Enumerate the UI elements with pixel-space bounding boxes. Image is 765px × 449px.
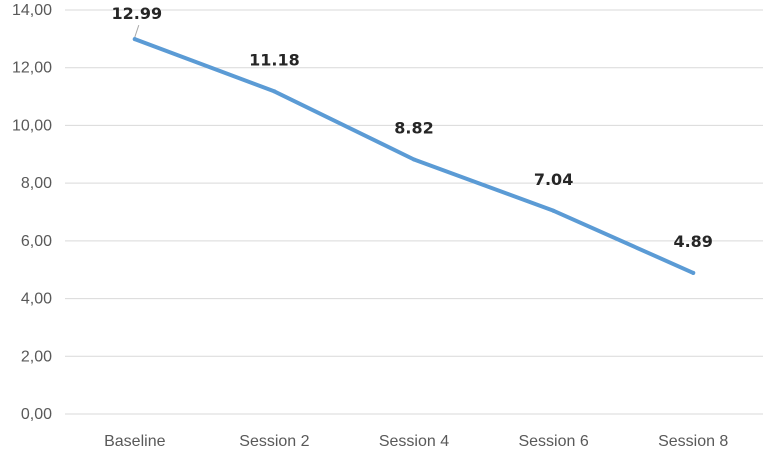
y-axis-tick-labels: 0,00 2,00 4,00 6,00 8,00 10,00 12,00 14,00 <box>12 2 52 423</box>
data-label: 7.04 <box>534 170 573 189</box>
x-axis-tick-labels: Baseline Session 2 Session 4 Session 6 Sessi… <box>104 433 728 449</box>
gridlines <box>65 9 763 415</box>
data-label: 12.99 <box>111 4 162 23</box>
data-labels: 12.99 11.18 8.82 7.04 4.89 <box>111 4 712 251</box>
data-point <box>691 270 696 275</box>
data-label: 11.18 <box>249 50 300 69</box>
data-point <box>132 37 137 42</box>
x-tick-label: Baseline <box>104 433 165 449</box>
x-tick-label: Session 4 <box>379 433 449 449</box>
series-line <box>132 37 696 275</box>
data-label: 8.82 <box>394 118 433 137</box>
y-tick-label: 8,00 <box>21 175 52 192</box>
y-tick-label: 4,00 <box>21 291 52 308</box>
data-label-leader <box>134 24 140 38</box>
y-tick-label: 6,00 <box>21 233 52 250</box>
series-group <box>132 37 696 275</box>
data-point <box>272 89 277 94</box>
y-tick-label: 14,00 <box>12 2 52 19</box>
x-tick-label: Session 8 <box>658 433 728 449</box>
x-tick-label: Session 2 <box>239 433 309 449</box>
data-point <box>412 157 416 162</box>
y-tick-label: 10,00 <box>12 117 52 134</box>
data-label: 4.89 <box>673 232 712 251</box>
data-point <box>551 208 556 213</box>
y-tick-label: 12,00 <box>12 60 52 77</box>
x-tick-label: Session 6 <box>518 433 588 449</box>
y-tick-label: 2,00 <box>21 348 52 365</box>
y-tick-label: 0,00 <box>21 406 52 423</box>
